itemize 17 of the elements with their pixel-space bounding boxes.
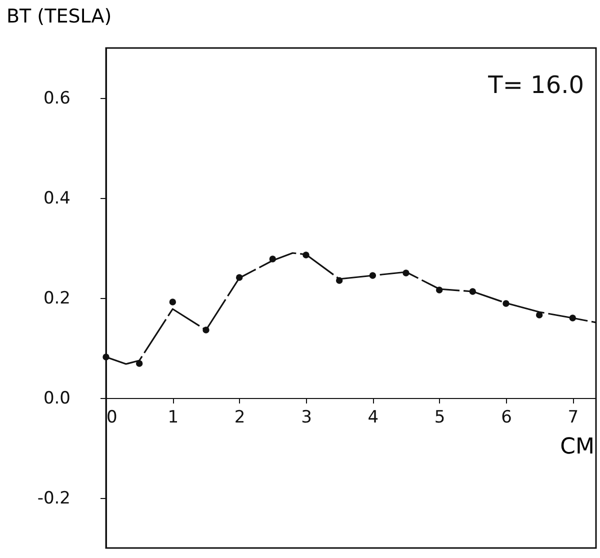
- x-tick-label: 7: [568, 408, 579, 428]
- x-tick-label: 4: [368, 408, 379, 428]
- y-tick-label: 0.6: [43, 88, 70, 108]
- y-tick-label: 0.4: [43, 188, 70, 208]
- y-tick-label: -0.2: [37, 488, 70, 508]
- y-axis-title: BT (TESLA): [6, 6, 112, 28]
- y-tick-label: 0.2: [43, 288, 70, 308]
- annotation: T= 16.0: [487, 71, 584, 99]
- x-tick-label: 5: [434, 408, 446, 428]
- x-tick-label: 6: [501, 408, 512, 428]
- y-tick-label: 0.0: [43, 388, 70, 408]
- point: [169, 298, 176, 306]
- x-tick-label: 0: [106, 408, 118, 428]
- x-tick-label: 2: [234, 408, 246, 428]
- x-axis-title: CM: [560, 434, 594, 460]
- x-tick-label: 1: [168, 408, 179, 428]
- x-tick-label: 3: [301, 408, 312, 428]
